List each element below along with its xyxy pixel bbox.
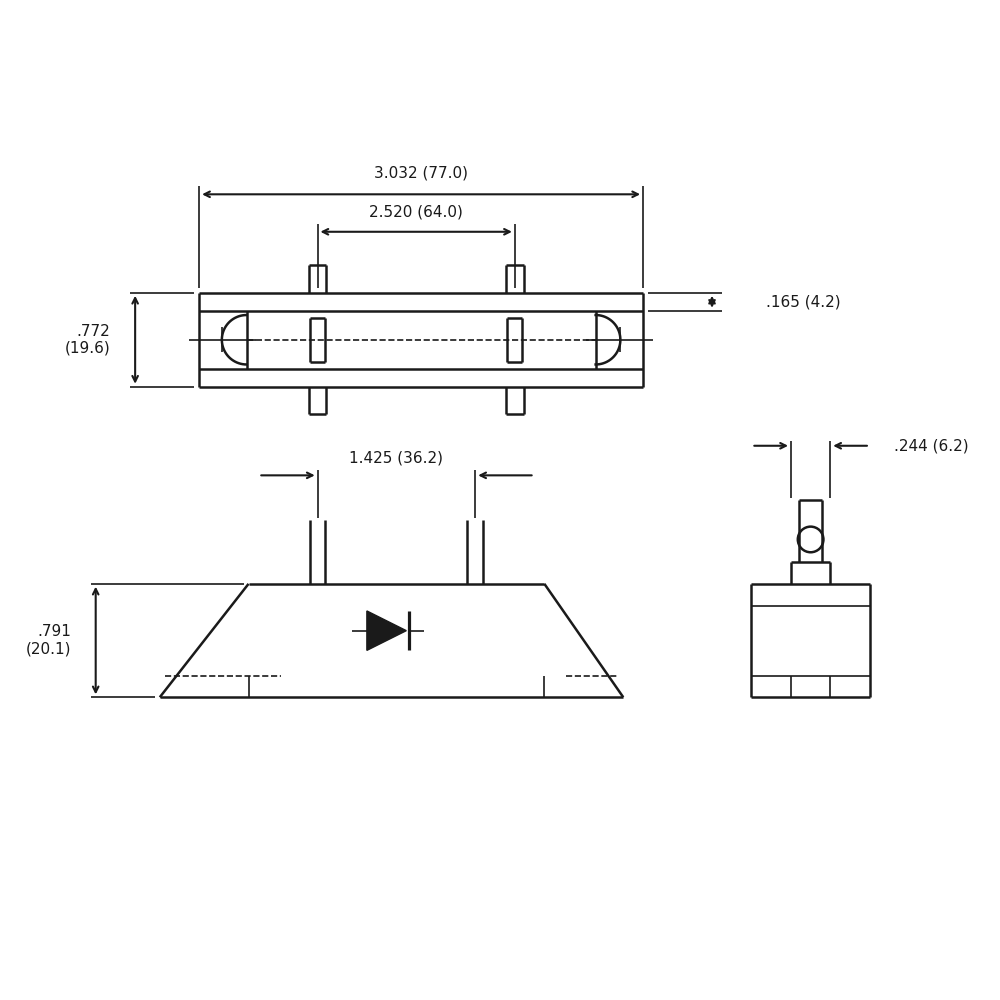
Polygon shape: [367, 611, 406, 650]
Text: .165 (4.2): .165 (4.2): [766, 294, 841, 309]
Text: .244 (6.2): .244 (6.2): [894, 438, 969, 453]
Text: 3.032 (77.0): 3.032 (77.0): [374, 165, 468, 180]
Text: 2.520 (64.0): 2.520 (64.0): [369, 205, 463, 220]
Text: .791
(20.1): .791 (20.1): [26, 624, 71, 657]
Text: .772
(19.6): .772 (19.6): [65, 324, 110, 356]
Text: 1.425 (36.2): 1.425 (36.2): [349, 450, 443, 465]
